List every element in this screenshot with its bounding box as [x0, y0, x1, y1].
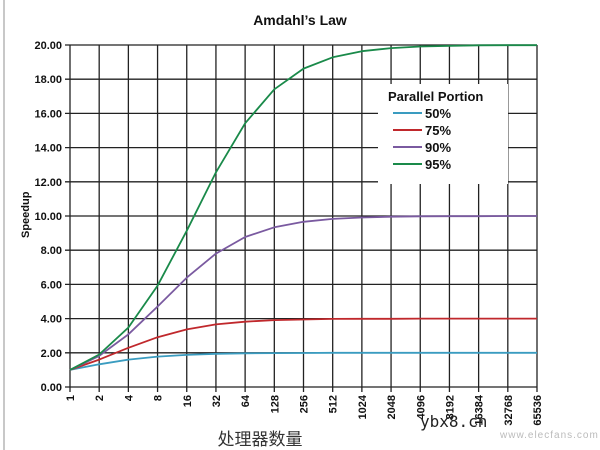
- legend-label: 50%: [425, 106, 451, 121]
- x-axis-ticks: 1 2 4 8 16 32 64 128 256 512 1024 2048 4096 8192 16384…: [65, 394, 544, 425]
- series-line-90: [69, 215, 537, 371]
- y-tick-label: 6.00: [41, 279, 62, 291]
- x-tick-label: 64: [240, 394, 252, 407]
- chart-title: Amdahl’s Law: [253, 12, 347, 28]
- series-line-50: [69, 351, 537, 371]
- series-line-95: [69, 44, 537, 371]
- y-tick-label: 8.00: [41, 245, 62, 257]
- x-tick-label: 32768: [503, 395, 515, 426]
- watermark-secondary: www.elecfans.com: [500, 430, 599, 441]
- series-line-75: [69, 317, 537, 371]
- x-tick-label: 4: [123, 394, 135, 401]
- watermark-primary: ybx8.cn: [420, 412, 488, 431]
- x-tick-label: 32: [211, 395, 223, 407]
- legend-label: 90%: [425, 140, 451, 155]
- legend-title: Parallel Portion: [388, 89, 483, 104]
- legend-label: 95%: [425, 157, 451, 172]
- y-tick-label: 2.00: [41, 348, 62, 360]
- x-tick-label: 4096: [415, 395, 427, 419]
- x-tick-label: 16: [182, 395, 194, 407]
- y-tick-label: 14.00: [34, 143, 62, 155]
- y-tick-label: 10.00: [34, 211, 62, 223]
- legend: Parallel Portion 50% 75% 90% 95%: [378, 84, 508, 184]
- y-tick-label: 12.00: [34, 177, 62, 189]
- legend-label: 75%: [425, 123, 451, 138]
- y-tick-label: 20.00: [34, 40, 62, 52]
- x-tick-label: 2048: [386, 395, 398, 419]
- x-tick-label: 1024: [357, 394, 369, 419]
- y-tick-label: 0.00: [41, 382, 62, 394]
- legend-box: [378, 84, 508, 184]
- y-axis-ticks: 0.00 2.00 4.00 6.00 8.00 10.00 12.00 14.00 16.00…: [34, 40, 62, 394]
- x-axis-label: 处理器数量: [217, 430, 303, 450]
- image-border: [3, 0, 5, 450]
- x-tick-label: 8192: [444, 395, 456, 419]
- x-tick-label: 16384: [474, 394, 486, 425]
- x-tick-label: 128: [269, 395, 281, 413]
- data-series: [69, 44, 537, 371]
- x-tick-label: 256: [299, 395, 311, 413]
- y-tick-label: 18.00: [34, 74, 62, 86]
- x-tick-label: 8: [153, 395, 165, 401]
- y-tick-label: 16.00: [34, 108, 62, 120]
- x-tick-label: 65536: [532, 395, 544, 426]
- x-tick-label: 2: [94, 395, 106, 401]
- x-tick-label: 512: [328, 395, 340, 413]
- x-tick-label: 1: [65, 395, 77, 401]
- y-tick-label: 4.00: [41, 314, 62, 326]
